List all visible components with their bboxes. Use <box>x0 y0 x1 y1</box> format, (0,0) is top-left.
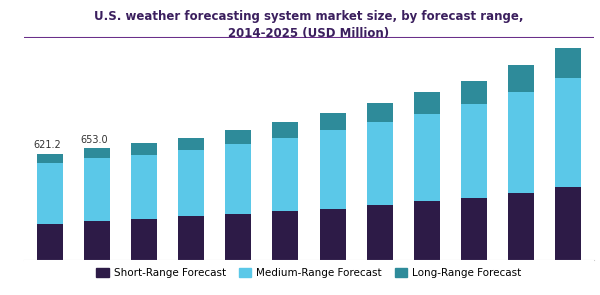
Bar <box>414 114 440 201</box>
Legend: Short-Range Forecast, Medium-Range Forecast, Long-Range Forecast: Short-Range Forecast, Medium-Range Forec… <box>92 264 526 282</box>
Bar <box>178 138 204 150</box>
Bar <box>555 48 581 78</box>
Bar <box>320 130 346 209</box>
Bar <box>272 137 298 211</box>
Bar <box>555 78 581 187</box>
Bar <box>461 198 487 260</box>
Bar <box>508 92 534 193</box>
Bar <box>37 224 63 260</box>
Bar <box>131 219 157 260</box>
Text: 653.0: 653.0 <box>80 135 108 145</box>
Bar <box>226 130 251 144</box>
Bar <box>461 104 487 198</box>
Bar <box>367 205 392 260</box>
Bar <box>414 92 440 114</box>
Bar <box>320 114 346 130</box>
Bar <box>178 216 204 260</box>
Bar <box>226 214 251 260</box>
Bar <box>84 158 110 221</box>
Bar <box>37 154 63 163</box>
Bar <box>272 122 298 137</box>
Bar <box>178 150 204 216</box>
Bar <box>84 148 110 158</box>
Bar <box>555 187 581 260</box>
Text: U.S. weather forecasting system market size, by forecast range,
2014-2025 (USD M: U.S. weather forecasting system market s… <box>94 10 524 40</box>
Bar <box>367 122 392 205</box>
Bar <box>131 143 157 155</box>
Bar <box>461 81 487 104</box>
Bar <box>367 103 392 122</box>
Bar <box>508 65 534 92</box>
Bar <box>320 209 346 260</box>
Text: 621.2: 621.2 <box>34 140 61 150</box>
Bar <box>272 211 298 260</box>
Bar <box>131 155 157 219</box>
Bar <box>508 193 534 260</box>
Bar <box>226 144 251 214</box>
Bar <box>414 201 440 260</box>
Bar <box>37 163 63 224</box>
Bar <box>84 221 110 260</box>
